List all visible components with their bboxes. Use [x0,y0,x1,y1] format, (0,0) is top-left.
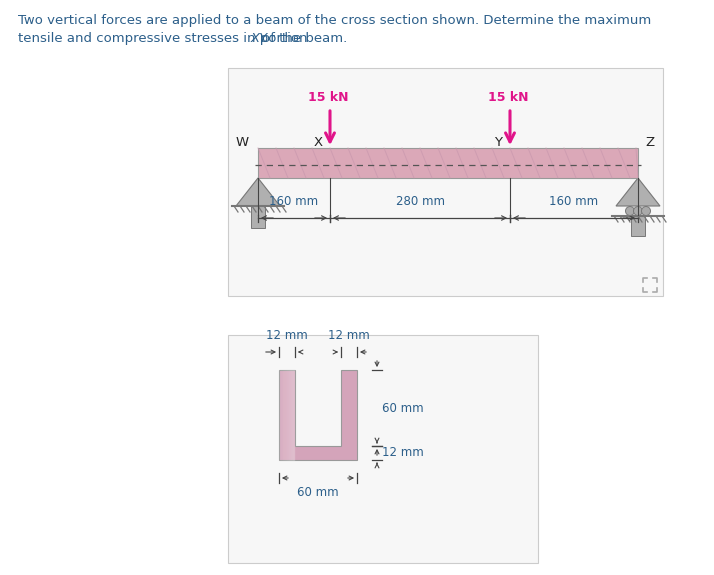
Bar [228,68,663,296]
Text: 12 mm: 12 mm [382,447,423,459]
Bar [631,216,645,236]
Text: 280 mm: 280 mm [396,195,445,208]
Circle shape [633,206,643,216]
Text: Two vertical forces are applied to a beam of the cross section shown. Determine : Two vertical forces are applied to a bea… [18,14,651,27]
Bar [258,148,638,178]
Text: W: W [236,136,248,148]
Text: 15 kN: 15 kN [488,91,528,104]
Polygon shape [616,178,660,206]
Circle shape [625,206,635,216]
Text: Y: Y [494,136,502,148]
Text: XY: XY [251,32,268,45]
Polygon shape [279,370,357,460]
Bar [228,335,538,563]
Text: tensile and compressive stresses in portion: tensile and compressive stresses in port… [18,32,312,45]
Text: 60 mm: 60 mm [297,486,339,499]
Text: Z: Z [645,136,655,148]
Text: 12 mm: 12 mm [266,329,308,342]
Text: of the beam.: of the beam. [262,32,347,45]
Bar [251,206,265,228]
Text: 160 mm: 160 mm [269,195,318,208]
Polygon shape [236,178,280,206]
Circle shape [641,206,650,216]
Text: 160 mm: 160 mm [550,195,598,208]
Text: 15 kN: 15 kN [308,91,348,104]
Text: X: X [313,136,323,148]
Text: 12 mm: 12 mm [328,329,370,342]
Text: 60 mm: 60 mm [382,401,423,415]
